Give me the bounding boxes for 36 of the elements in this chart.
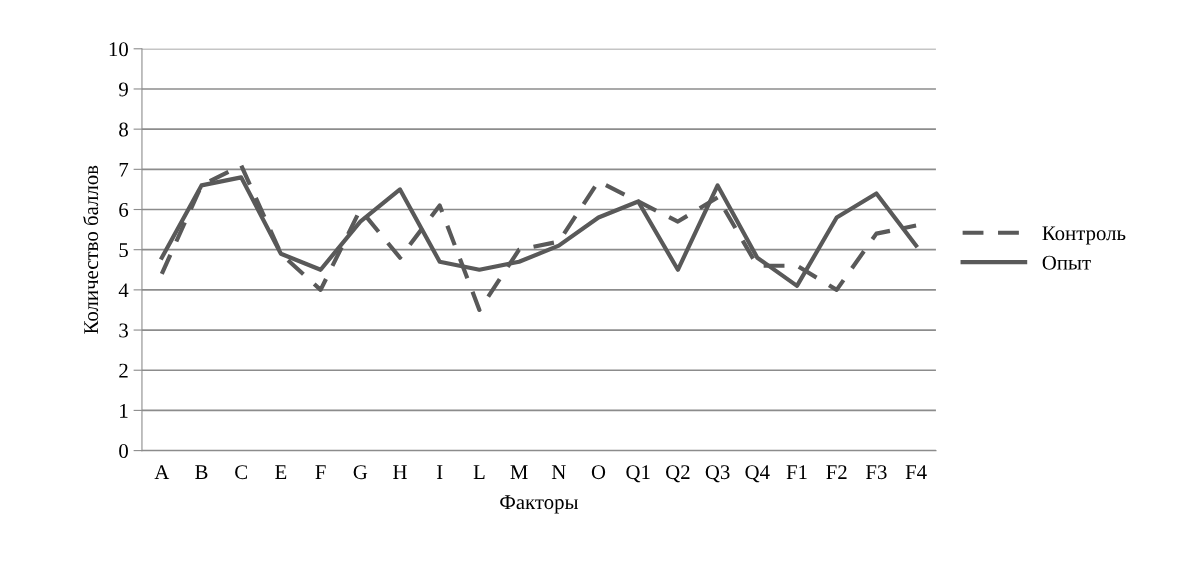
x-tick-label: Q4 [745,465,770,483]
y-tick-label: 2 [119,363,128,378]
x-axis-title: Факторы [500,495,579,514]
x-tick-label: M [510,465,528,479]
y-tick-label: 5 [119,243,128,258]
x-tick-label: F [315,465,326,479]
x-tick-label: A [154,465,170,479]
y-tick-label: 3 [119,323,128,338]
x-tick-label: F3 [865,465,887,480]
x-tick-label: O [591,465,606,480]
x-tick-label: C [235,465,247,480]
legend-label: Опыт [1042,255,1091,270]
x-tick-label: F1 [786,465,807,479]
line-series [159,163,919,313]
y-tick-label: 10 [109,42,128,57]
x-tick-label: Q1 [626,465,650,483]
y-tick-label: 1 [120,403,128,418]
y-tick-label: 8 [119,122,128,137]
y-tick-label: 0 [119,443,128,459]
legend-label: Контроль [1042,226,1126,245]
x-tick-label: H [393,465,407,479]
y-axis-title: Количество баллов [83,165,99,334]
y-tick-label: 9 [119,82,128,97]
x-tick-label: Q3 [705,465,730,483]
x-tick-label: E [275,465,287,479]
y-tick-label: 6 [119,202,129,217]
x-tick-label: N [551,465,566,479]
x-tick-label: I [436,465,443,479]
y-tick-label: 7 [119,162,129,177]
x-tick-label: B [195,465,208,479]
x-tick-label: F2 [826,465,847,479]
y-tick-label: 4 [118,283,129,298]
x-tick-label: F4 [905,465,927,479]
x-tick-label: L [473,465,485,479]
x-tick-label: G [353,465,368,480]
x-tick-label: Q2 [666,465,690,483]
